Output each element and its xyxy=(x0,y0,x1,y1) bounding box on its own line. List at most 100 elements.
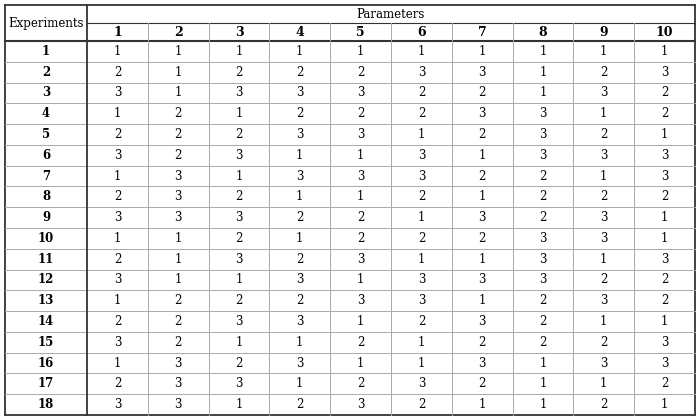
Text: 2: 2 xyxy=(539,336,547,349)
Text: 2: 2 xyxy=(296,398,304,411)
Text: 1: 1 xyxy=(296,377,304,390)
Text: 1: 1 xyxy=(661,128,668,141)
Text: 2: 2 xyxy=(600,398,608,411)
Text: 2: 2 xyxy=(539,190,547,203)
Text: 3: 3 xyxy=(418,170,425,183)
Text: 3: 3 xyxy=(113,336,121,349)
Text: 1: 1 xyxy=(479,45,486,58)
Text: 3: 3 xyxy=(661,253,668,266)
Text: 2: 2 xyxy=(357,336,364,349)
Text: 3: 3 xyxy=(600,294,608,307)
Text: 1: 1 xyxy=(418,211,425,224)
Text: 1: 1 xyxy=(235,107,243,120)
Text: 2: 2 xyxy=(235,357,243,369)
Text: 3: 3 xyxy=(418,149,425,162)
Text: 9: 9 xyxy=(599,25,608,38)
Text: 2: 2 xyxy=(661,294,668,307)
Text: 2: 2 xyxy=(357,232,364,245)
Text: 9: 9 xyxy=(42,211,50,224)
Text: 1: 1 xyxy=(296,232,304,245)
Text: 1: 1 xyxy=(661,398,668,411)
Text: 1: 1 xyxy=(296,190,304,203)
Text: 2: 2 xyxy=(418,190,425,203)
Text: 2: 2 xyxy=(174,294,182,307)
Text: 3: 3 xyxy=(600,211,608,224)
Text: 3: 3 xyxy=(539,107,547,120)
Text: 3: 3 xyxy=(113,86,121,99)
Text: 5: 5 xyxy=(42,128,50,141)
Text: 2: 2 xyxy=(479,170,486,183)
Text: 3: 3 xyxy=(234,25,244,38)
Text: 3: 3 xyxy=(418,377,425,390)
Text: 2: 2 xyxy=(174,128,182,141)
Text: 3: 3 xyxy=(235,253,243,266)
Text: 3: 3 xyxy=(113,274,121,286)
Text: 2: 2 xyxy=(42,65,50,79)
Text: 2: 2 xyxy=(418,107,425,120)
Text: 5: 5 xyxy=(356,25,365,38)
Text: 1: 1 xyxy=(235,170,243,183)
Text: 2: 2 xyxy=(235,232,243,245)
Text: 1: 1 xyxy=(113,45,121,58)
Text: 2: 2 xyxy=(661,190,668,203)
Text: 1: 1 xyxy=(296,149,304,162)
Text: 3: 3 xyxy=(539,149,547,162)
Text: 3: 3 xyxy=(357,294,364,307)
Text: 2: 2 xyxy=(113,65,121,79)
Text: 3: 3 xyxy=(600,86,608,99)
Text: 1: 1 xyxy=(357,357,364,369)
Text: 1: 1 xyxy=(600,107,608,120)
Text: 1: 1 xyxy=(600,377,608,390)
Text: 2: 2 xyxy=(174,25,183,38)
Text: 1: 1 xyxy=(539,377,547,390)
Text: 2: 2 xyxy=(600,128,608,141)
Text: 1: 1 xyxy=(113,232,121,245)
Text: 2: 2 xyxy=(539,170,547,183)
Text: 3: 3 xyxy=(418,65,425,79)
Text: 1: 1 xyxy=(235,398,243,411)
Text: 3: 3 xyxy=(235,377,243,390)
Text: 1: 1 xyxy=(661,315,668,328)
Text: 3: 3 xyxy=(296,357,304,369)
Text: 2: 2 xyxy=(174,336,182,349)
Text: 2: 2 xyxy=(479,377,486,390)
Text: 1: 1 xyxy=(661,211,668,224)
Text: 3: 3 xyxy=(296,315,304,328)
Text: 2: 2 xyxy=(113,190,121,203)
Text: 1: 1 xyxy=(174,253,182,266)
Text: 1: 1 xyxy=(113,294,121,307)
Text: 17: 17 xyxy=(38,377,54,390)
Text: 1: 1 xyxy=(418,45,425,58)
Text: 3: 3 xyxy=(478,107,486,120)
Text: 3: 3 xyxy=(661,65,668,79)
Text: 16: 16 xyxy=(38,357,54,369)
Text: 2: 2 xyxy=(113,128,121,141)
Text: 1: 1 xyxy=(600,315,608,328)
Text: 3: 3 xyxy=(539,253,547,266)
Text: 2: 2 xyxy=(296,294,304,307)
Text: 1: 1 xyxy=(418,253,425,266)
Text: 1: 1 xyxy=(479,253,486,266)
Text: 2: 2 xyxy=(296,107,304,120)
Text: 1: 1 xyxy=(539,357,547,369)
Text: 2: 2 xyxy=(296,211,304,224)
Text: 2: 2 xyxy=(357,377,364,390)
Text: 11: 11 xyxy=(38,253,54,266)
Text: 3: 3 xyxy=(539,274,547,286)
Text: 2: 2 xyxy=(479,86,486,99)
Text: 2: 2 xyxy=(113,377,121,390)
Text: 3: 3 xyxy=(478,315,486,328)
Text: 3: 3 xyxy=(235,211,243,224)
Text: 10: 10 xyxy=(656,25,673,38)
Text: 2: 2 xyxy=(479,336,486,349)
Text: 3: 3 xyxy=(478,65,486,79)
Text: 15: 15 xyxy=(38,336,54,349)
Text: 2: 2 xyxy=(479,128,486,141)
Text: 1: 1 xyxy=(357,274,364,286)
Text: 7: 7 xyxy=(42,170,50,183)
Text: 2: 2 xyxy=(235,294,243,307)
Text: 2: 2 xyxy=(235,190,243,203)
Text: 1: 1 xyxy=(174,86,182,99)
Text: 1: 1 xyxy=(296,45,304,58)
Text: 18: 18 xyxy=(38,398,54,411)
